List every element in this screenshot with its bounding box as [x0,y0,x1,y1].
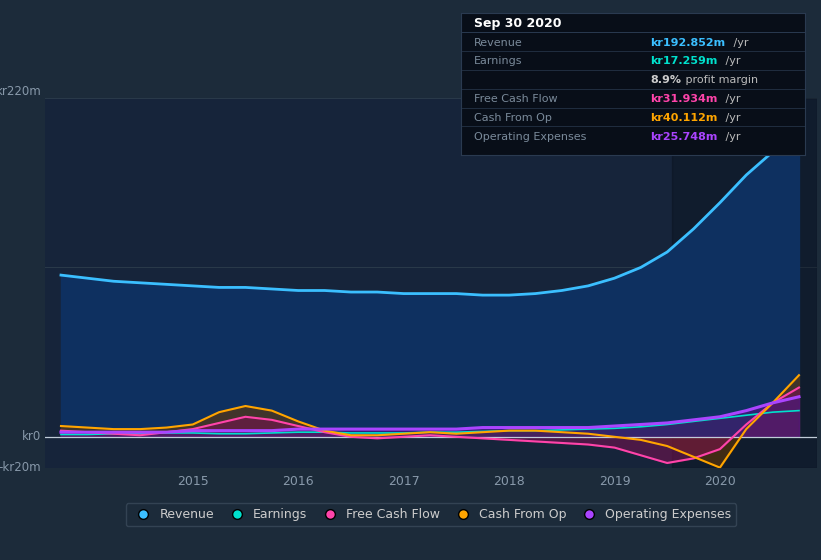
Text: Operating Expenses: Operating Expenses [475,132,587,142]
Text: kr31.934m: kr31.934m [650,94,718,104]
Text: kr0: kr0 [22,430,41,444]
Text: /yr: /yr [722,94,740,104]
Text: /yr: /yr [730,38,748,48]
Text: 8.9%: 8.9% [650,75,681,85]
Text: /yr: /yr [722,132,740,142]
Text: kr40.112m: kr40.112m [650,113,718,123]
Text: Revenue: Revenue [475,38,523,48]
Text: -kr20m: -kr20m [0,461,41,474]
Bar [672,98,817,468]
Text: profit margin: profit margin [682,75,758,85]
Text: kr25.748m: kr25.748m [650,132,718,142]
Text: Sep 30 2020: Sep 30 2020 [475,17,562,30]
Legend: Revenue, Earnings, Free Cash Flow, Cash From Op, Operating Expenses: Revenue, Earnings, Free Cash Flow, Cash … [126,503,736,526]
Text: /yr: /yr [722,57,740,67]
Text: Earnings: Earnings [475,57,523,67]
Text: kr220m: kr220m [0,85,41,98]
Text: kr17.259m: kr17.259m [650,57,718,67]
Text: /yr: /yr [722,113,740,123]
Text: Free Cash Flow: Free Cash Flow [475,94,558,104]
Text: kr192.852m: kr192.852m [650,38,726,48]
Text: Cash From Op: Cash From Op [475,113,553,123]
